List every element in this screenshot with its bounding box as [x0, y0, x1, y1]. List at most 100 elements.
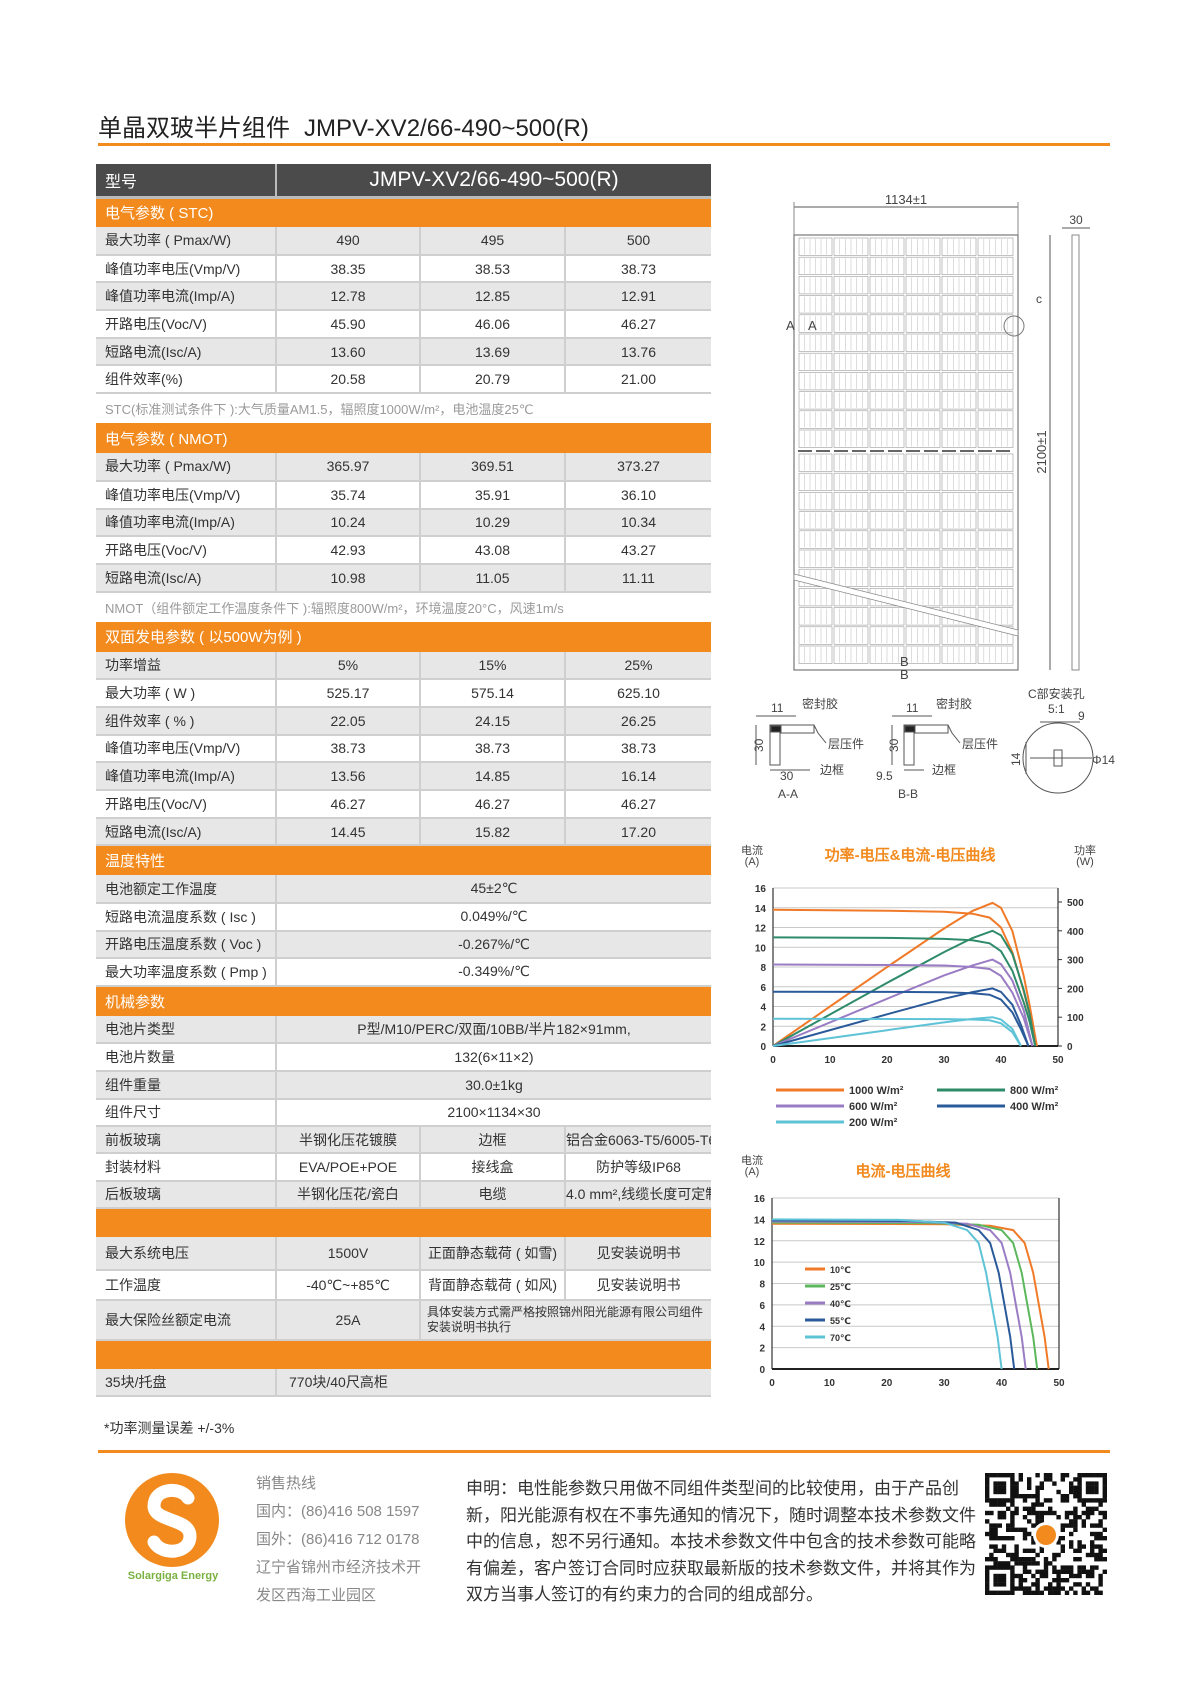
qr-code[interactable] [985, 1473, 1107, 1597]
section-lines [755, 715, 1094, 794]
y-tick-label: 6 [760, 983, 766, 994]
qr-module [1098, 1531, 1103, 1537]
model-row: 型号 JMPV-XV2/66-490~500(R) [96, 164, 711, 199]
qr-module [997, 1485, 1002, 1490]
row-value: -40℃~+85℃ [275, 1270, 420, 1302]
qr-module [1022, 1515, 1028, 1520]
solar-cell [833, 492, 869, 511]
disclaimer-line: 双方当事人签订的有约束力的合同的组成部分。 [466, 1585, 823, 1604]
qr-module [1043, 1473, 1049, 1478]
qr-module [1102, 1527, 1107, 1532]
qr-module [1102, 1498, 1107, 1503]
qr-module [1069, 1481, 1074, 1486]
qr-module [993, 1485, 998, 1490]
qr-module [1001, 1510, 1007, 1516]
qr-module [1010, 1552, 1015, 1558]
row-value: 36.10 [564, 480, 711, 510]
row-label: 峰值功率电流(Imp/A) [96, 508, 276, 538]
y-tick-label: 12 [754, 1237, 766, 1248]
row-value: 22.05 [275, 706, 420, 736]
qr-logo-icon [1036, 1525, 1056, 1545]
qr-module [1039, 1515, 1044, 1520]
row-value: 26.25 [564, 706, 711, 736]
row-value: 365.97 [275, 453, 420, 482]
legend-label: 600 W/m² [849, 1101, 898, 1113]
solar-cell [869, 410, 905, 429]
qr-module [993, 1544, 998, 1549]
qr-module [1056, 1489, 1061, 1495]
y-tick-label: 4 [759, 1322, 765, 1333]
row-label: 35块/托盘 [96, 1369, 276, 1398]
sales-contact: 销售热线 国内：(86)416 508 1597 国外：(86)416 712 … [256, 1470, 421, 1610]
row-label: 短路电流(Isc/A) [96, 563, 276, 593]
row-label: 短路电流(Isc/A) [96, 817, 276, 847]
qr-module [1022, 1498, 1028, 1503]
row-value: 10.98 [275, 563, 420, 593]
qr-module [1035, 1586, 1040, 1591]
qr-module [1094, 1557, 1099, 1562]
row-value-2: 铝合金6063-T5/6005-T6 [564, 1126, 711, 1155]
qr-module [1018, 1578, 1023, 1583]
section-header [96, 1208, 711, 1238]
bb-caption: B-B [898, 787, 918, 801]
qr-module [1022, 1536, 1028, 1541]
qr-module [1001, 1565, 1007, 1570]
solar-cell [977, 549, 1014, 568]
qr-module [1031, 1582, 1036, 1587]
panel-outline [793, 234, 1019, 671]
aa-frame-label: 边框 [820, 763, 844, 777]
solar-cell [977, 352, 1014, 371]
row-label: 峰值功率电压(Vmp/V) [96, 254, 276, 284]
qr-module [1090, 1481, 1095, 1486]
row-value: 20.79 [419, 365, 565, 395]
international-phone: 国外：(86)416 712 0178 [256, 1531, 420, 1548]
aa-sealant-label: 密封胶 [802, 696, 838, 711]
solar-cell [798, 530, 833, 549]
spec-table: 型号 JMPV-XV2/66-490~500(R) 电气参数 ( STC) 最大功率 … [96, 164, 711, 1398]
qr-module [1085, 1573, 1091, 1579]
thickness-dim: 30 [1069, 213, 1083, 227]
table-row: 开路电压(Voc/V) 42.93 43.08 43.27 [96, 536, 711, 565]
y-axis-label: 电流 [741, 843, 763, 857]
qr-module [1010, 1582, 1015, 1587]
address-line: 发区西海工业园区 [256, 1587, 377, 1604]
row-value: 15.82 [419, 817, 565, 847]
condition-note: STC(标准测试条件下 ):大气质量AM1.5，辐照度1000W/m²，电池温度… [96, 393, 711, 424]
table-row: 峰值功率电流(Imp/A) 12.78 12.85 12.91 [96, 282, 711, 312]
qr-module [1001, 1561, 1007, 1566]
qr-module [1094, 1523, 1099, 1528]
chart-title: 电流-电压曲线 [856, 1162, 951, 1180]
qr-module [989, 1565, 994, 1570]
logo-s-mark [147, 1484, 197, 1558]
qr-module [1010, 1519, 1015, 1524]
qr-module [1031, 1573, 1036, 1579]
qr-module [1069, 1519, 1074, 1524]
qr-module [1006, 1473, 1011, 1478]
solar-cell [905, 453, 941, 472]
iv-curve-4 [771, 1218, 1003, 1370]
aa-caption: A-A [778, 787, 798, 801]
bb-height: 30 [887, 738, 901, 752]
qr-module [1064, 1473, 1070, 1478]
qr-module [1052, 1590, 1057, 1595]
qr-module [1001, 1544, 1007, 1549]
qr-module [1098, 1536, 1103, 1541]
qr-module [1090, 1569, 1095, 1574]
footnote: *功率测量误差 +/-3% [104, 1420, 235, 1436]
qr-module [1073, 1477, 1078, 1482]
qr-module [1031, 1536, 1036, 1541]
qr-module [1081, 1473, 1086, 1478]
qr-module [985, 1494, 990, 1499]
cell-grid [798, 237, 1014, 664]
qr-module [1010, 1494, 1015, 1499]
solar-cell [905, 295, 941, 314]
section-header-label: 温度特性 [96, 845, 711, 876]
qr-module [1085, 1582, 1091, 1587]
row-value: 15% [419, 651, 565, 681]
qr-module [1014, 1489, 1019, 1495]
qr-module [993, 1531, 998, 1537]
qr-module [993, 1590, 998, 1595]
qr-module [1073, 1527, 1078, 1532]
qr-module [1098, 1552, 1103, 1558]
y-tick-label: 10 [754, 1258, 766, 1269]
